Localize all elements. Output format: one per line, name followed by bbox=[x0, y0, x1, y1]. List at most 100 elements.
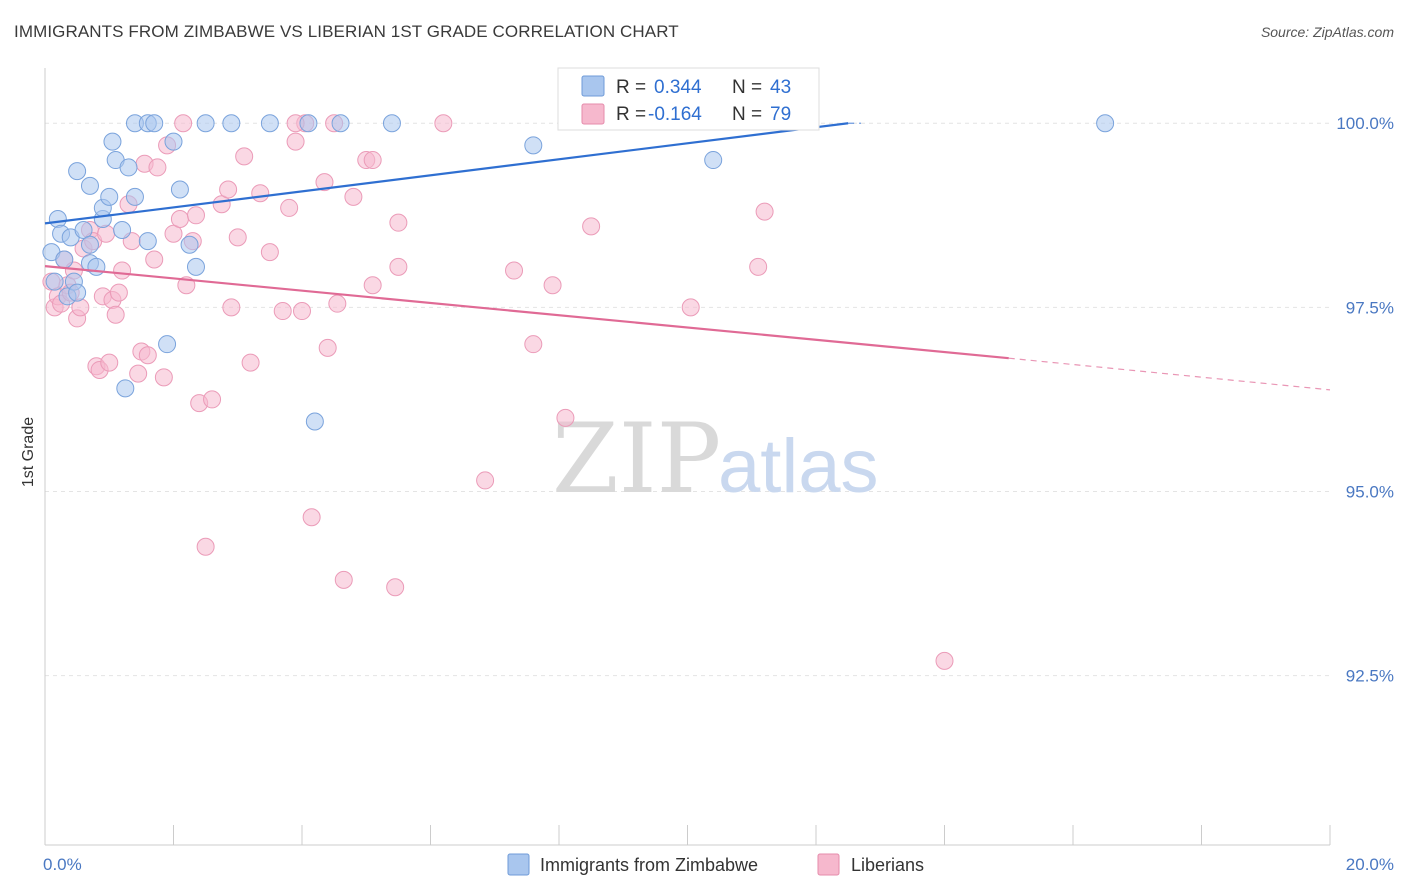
liberians-point-55 bbox=[318, 338, 337, 357]
liberians-point-73 bbox=[755, 202, 774, 221]
legend-n-value-1: 43 bbox=[770, 77, 791, 98]
liberians-point-45 bbox=[241, 353, 260, 372]
liberians-point-66 bbox=[505, 261, 524, 280]
x-tick-label-1: 20.0% bbox=[1346, 855, 1394, 874]
liberians-point-42 bbox=[222, 298, 241, 317]
chart-title: IMMIGRANTS FROM ZIMBABWE VS LIBERIAN 1ST… bbox=[14, 22, 679, 41]
y-tick-label-3: 92.5% bbox=[1346, 667, 1394, 686]
liberians-point-69 bbox=[556, 408, 575, 427]
y-axis-label: 1st Grade bbox=[20, 417, 37, 487]
chart-source: Source: ZipAtlas.com bbox=[1260, 24, 1394, 40]
zimbabwe-point-25 bbox=[158, 335, 177, 354]
liberians-point-63 bbox=[389, 213, 408, 232]
liberians-point-49 bbox=[280, 198, 299, 217]
legend-n-value-2: 79 bbox=[770, 104, 791, 125]
liberians-point-33 bbox=[170, 209, 189, 228]
liberians-point-38 bbox=[196, 537, 215, 556]
zimbabwe-point-40 bbox=[524, 136, 543, 155]
liberians-point-68 bbox=[543, 276, 562, 295]
bottom-legend-swatch-zimbabwe bbox=[507, 853, 530, 876]
liberians-point-75 bbox=[174, 114, 193, 133]
liberians-point-44 bbox=[235, 147, 254, 166]
liberians-point-54 bbox=[315, 173, 334, 192]
y-tick-label-0: 100.0% bbox=[1336, 114, 1394, 133]
liberians-point-48 bbox=[273, 302, 292, 321]
zimbabwe-point-32 bbox=[145, 114, 164, 133]
axes bbox=[44, 68, 1331, 846]
liberians-point-77 bbox=[363, 151, 382, 170]
zimbabwe-point-39 bbox=[305, 412, 324, 431]
liberians-point-17 bbox=[100, 353, 119, 372]
liberians-point-24 bbox=[129, 364, 148, 383]
liberians-point-30 bbox=[154, 368, 173, 387]
zimbabwe-point-11 bbox=[80, 235, 99, 254]
legend-n-label-1: N = bbox=[732, 77, 762, 98]
gridlines bbox=[45, 122, 1330, 677]
liberians-point-56 bbox=[328, 294, 347, 313]
liberians-point-19 bbox=[106, 305, 125, 324]
zimbabwe-point-24 bbox=[138, 232, 157, 251]
zimbabwe-point-17 bbox=[100, 187, 119, 206]
liberians-point-57 bbox=[334, 570, 353, 589]
liberians-point-64 bbox=[434, 114, 453, 133]
zimbabwe-point-8 bbox=[68, 283, 87, 302]
liberians-point-46 bbox=[251, 184, 270, 203]
x-tick-labels: 0.0% 20.0% bbox=[43, 855, 1394, 874]
zimbabwe-point-42 bbox=[1096, 114, 1115, 133]
zimbabwe-point-27 bbox=[170, 180, 189, 199]
liberians-point-16 bbox=[97, 224, 116, 243]
liberians-point-28 bbox=[145, 250, 164, 269]
liberians-trend-line-extension bbox=[1008, 357, 1331, 391]
liberians-point-39 bbox=[203, 390, 222, 409]
liberians-point-41 bbox=[219, 180, 238, 199]
zimbabwe-point-4 bbox=[55, 250, 74, 269]
watermark-zip: ZIP bbox=[552, 403, 721, 515]
legend-r-value-1: 0.344 bbox=[654, 77, 702, 98]
zimbabwe-point-18 bbox=[103, 132, 122, 151]
bottom-legend: Immigrants from Zimbabwe Liberians bbox=[507, 853, 924, 876]
liberians-point-71 bbox=[681, 298, 700, 317]
zimbabwe-point-29 bbox=[186, 257, 205, 276]
liberians-point-60 bbox=[363, 276, 382, 295]
zimbabwe-point-22 bbox=[119, 158, 138, 177]
watermark: ZIP atlas bbox=[552, 403, 879, 515]
zimbabwe-trend-line bbox=[44, 122, 849, 225]
trend-lines bbox=[44, 122, 1331, 391]
zimbabwe-point-2 bbox=[48, 209, 67, 228]
legend-n-label-2: N = bbox=[732, 104, 762, 125]
legend-swatch-pink bbox=[581, 103, 605, 125]
zimbabwe-point-26 bbox=[164, 132, 183, 151]
liberians-point-27 bbox=[138, 346, 157, 365]
x-tick-label-0: 0.0% bbox=[43, 855, 82, 874]
liberians-point-67 bbox=[524, 335, 543, 354]
bottom-legend-label-zimbabwe: Immigrants from Zimbabwe bbox=[540, 855, 758, 875]
liberians-point-43 bbox=[228, 228, 247, 247]
liberians-point-53 bbox=[302, 508, 321, 527]
zimbabwe-point-41 bbox=[704, 151, 723, 170]
zimbabwe-point-28 bbox=[180, 235, 199, 254]
bottom-legend-swatch-liberians bbox=[817, 853, 840, 876]
zimbabwe-point-34 bbox=[222, 114, 241, 133]
liberians-point-20 bbox=[109, 283, 128, 302]
correlation-legend: R = 0.344 N = 43 R = -0.164 N = 79 bbox=[557, 67, 820, 131]
liberians-trend-line bbox=[44, 265, 1009, 360]
zimbabwe-point-38 bbox=[382, 114, 401, 133]
zimbabwe-point-14 bbox=[87, 257, 106, 276]
liberians-point-36 bbox=[186, 206, 205, 225]
zimbabwe-point-36 bbox=[299, 114, 318, 133]
zimbabwe-point-9 bbox=[68, 162, 87, 181]
legend-r-label-2: R = bbox=[616, 104, 646, 125]
liberians-point-58 bbox=[344, 187, 363, 206]
y-tick-labels: 100.0% 97.5% 95.0% 92.5% bbox=[1336, 114, 1394, 685]
liberians-point-65 bbox=[476, 471, 495, 490]
watermark-atlas: atlas bbox=[718, 424, 879, 509]
legend-swatch-blue bbox=[581, 75, 605, 97]
liberians-point-51 bbox=[293, 302, 311, 321]
zimbabwe-point-37 bbox=[331, 114, 350, 133]
legend-r-label-1: R = bbox=[616, 77, 646, 98]
zimbabwe-point-13 bbox=[80, 176, 99, 195]
liberians-point-50 bbox=[286, 132, 305, 151]
zimbabwe-point-1 bbox=[45, 272, 64, 291]
zimbabwe-point-35 bbox=[260, 114, 279, 133]
